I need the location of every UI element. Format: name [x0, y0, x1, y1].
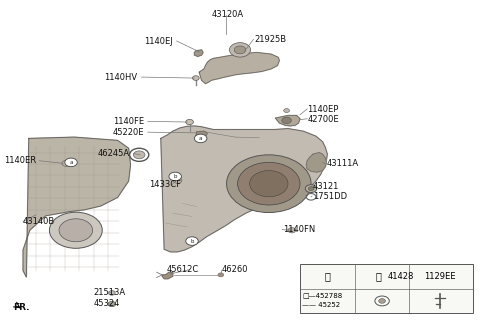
Circle shape: [229, 43, 251, 57]
Text: 42700E: 42700E: [307, 115, 339, 124]
Circle shape: [108, 301, 116, 307]
Text: 45612C: 45612C: [167, 265, 199, 274]
Circle shape: [186, 237, 198, 245]
Polygon shape: [161, 126, 327, 252]
Circle shape: [282, 117, 291, 124]
Circle shape: [186, 119, 193, 125]
Circle shape: [192, 76, 199, 80]
Text: a: a: [199, 136, 203, 141]
Text: 46245A: 46245A: [97, 149, 130, 158]
Text: 1433CF: 1433CF: [149, 180, 181, 189]
Text: FR.: FR.: [13, 303, 30, 312]
Text: b: b: [190, 238, 194, 244]
Text: ⓐ: ⓐ: [324, 271, 331, 281]
Circle shape: [250, 171, 288, 197]
Polygon shape: [23, 137, 131, 277]
Text: 1140FE: 1140FE: [113, 117, 144, 126]
Polygon shape: [306, 153, 326, 172]
Text: 1140HV: 1140HV: [104, 72, 137, 82]
Text: □—452788: □—452788: [302, 292, 343, 298]
Circle shape: [238, 162, 300, 205]
Circle shape: [288, 228, 296, 233]
Circle shape: [308, 187, 314, 191]
Circle shape: [234, 46, 246, 54]
Text: 1140ER: 1140ER: [4, 156, 36, 165]
Polygon shape: [162, 272, 173, 279]
Circle shape: [133, 151, 145, 159]
Text: 43111A: 43111A: [326, 159, 359, 169]
Circle shape: [62, 160, 71, 166]
Text: 21513A: 21513A: [94, 288, 126, 297]
Polygon shape: [194, 50, 203, 56]
Circle shape: [108, 291, 115, 295]
Text: b: b: [173, 174, 177, 179]
Circle shape: [218, 273, 224, 277]
Circle shape: [49, 212, 102, 248]
Circle shape: [65, 158, 77, 167]
Polygon shape: [199, 52, 279, 84]
Circle shape: [59, 219, 93, 242]
Polygon shape: [196, 131, 207, 138]
FancyBboxPatch shape: [300, 264, 473, 313]
Circle shape: [173, 177, 182, 183]
Text: 43140B: 43140B: [23, 217, 55, 226]
Text: 1751DD: 1751DD: [313, 192, 347, 201]
Text: 1140EJ: 1140EJ: [144, 36, 173, 46]
Text: 21925B: 21925B: [254, 35, 287, 44]
Text: 43120A: 43120A: [212, 10, 244, 19]
Text: —— 45252: —— 45252: [302, 302, 340, 308]
Circle shape: [305, 185, 317, 193]
Text: 46260: 46260: [222, 265, 248, 274]
Circle shape: [227, 155, 311, 213]
Polygon shape: [276, 115, 300, 126]
Text: 1129EE: 1129EE: [424, 272, 456, 281]
Text: 43121: 43121: [313, 182, 339, 191]
Text: 45220E: 45220E: [112, 128, 144, 137]
Text: 45324: 45324: [94, 299, 120, 308]
Circle shape: [194, 134, 207, 143]
Text: 1140FN: 1140FN: [283, 225, 315, 234]
Text: 41428: 41428: [388, 272, 414, 281]
Text: 1140EP: 1140EP: [307, 105, 338, 114]
Circle shape: [379, 298, 385, 303]
Text: ⓑ: ⓑ: [375, 271, 381, 281]
Text: a: a: [69, 160, 73, 165]
Circle shape: [169, 172, 181, 181]
Circle shape: [284, 109, 289, 113]
